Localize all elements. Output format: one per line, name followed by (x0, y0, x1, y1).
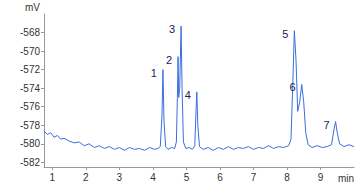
svg-text:-582: -582 (20, 157, 40, 168)
svg-text:5: 5 (184, 172, 190, 183)
svg-text:1: 1 (151, 67, 157, 79)
svg-text:-578: -578 (20, 120, 40, 131)
svg-text:-568: -568 (20, 27, 40, 38)
svg-text:3: 3 (169, 23, 175, 35)
svg-text:4: 4 (150, 172, 156, 183)
svg-text:6: 6 (290, 81, 296, 93)
svg-text:2: 2 (83, 172, 89, 183)
svg-text:1: 1 (50, 172, 56, 183)
svg-text:-572: -572 (20, 64, 40, 75)
svg-text:3: 3 (117, 172, 123, 183)
svg-text:-580: -580 (20, 138, 40, 149)
svg-text:-570: -570 (20, 46, 40, 57)
svg-text:5: 5 (282, 28, 288, 40)
svg-text:4: 4 (185, 89, 191, 101)
svg-text:-576: -576 (20, 101, 40, 112)
svg-text:mV: mV (25, 2, 40, 13)
svg-text:min: min (338, 173, 354, 184)
svg-text:2: 2 (166, 54, 172, 66)
svg-text:9: 9 (318, 172, 324, 183)
svg-text:7: 7 (251, 172, 257, 183)
svg-text:8: 8 (284, 172, 290, 183)
svg-text:7: 7 (323, 119, 329, 131)
svg-text:6: 6 (217, 172, 223, 183)
svg-text:-574: -574 (20, 83, 40, 94)
